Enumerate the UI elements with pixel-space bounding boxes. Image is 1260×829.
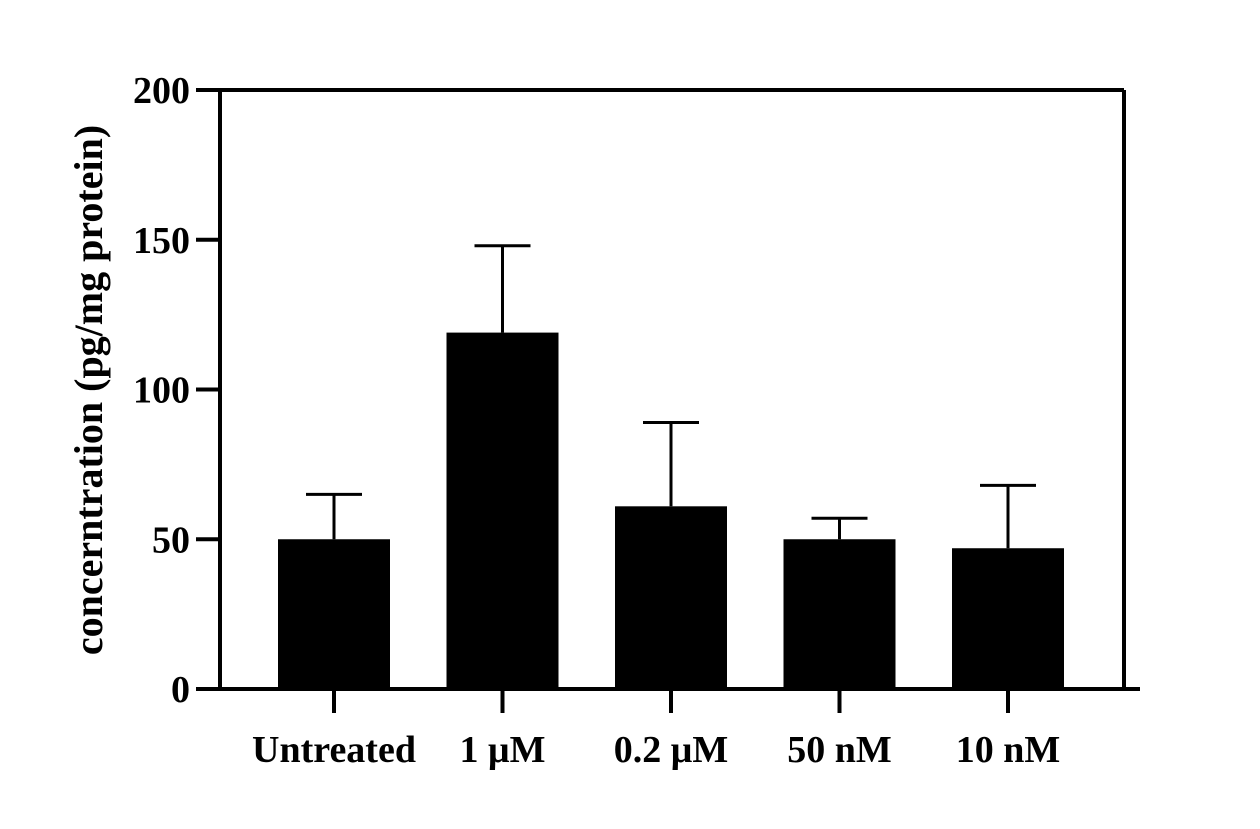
bar: [615, 506, 727, 689]
x-axis: Untreated 1 μM 0.2 μM 50 nM 10 nM: [252, 689, 1060, 771]
bars: [278, 332, 1064, 689]
x-tick-label: 0.2 μM: [614, 729, 728, 771]
y-tick-label: 100: [133, 370, 190, 412]
error-bars: [306, 244, 1036, 549]
y-tick-label: 200: [133, 70, 190, 112]
y-tick-label: 50: [152, 519, 190, 561]
bar: [952, 548, 1064, 689]
y-tick-label: 150: [133, 220, 190, 262]
bar: [783, 539, 896, 689]
bar: [278, 539, 390, 689]
x-tick-label: 10 nM: [956, 729, 1061, 771]
x-tick-label: 1 μM: [460, 729, 546, 771]
y-axis: 0 50 100 150 200: [133, 70, 220, 711]
x-tick-label: 50 nM: [787, 729, 892, 771]
bar: [446, 332, 559, 689]
y-tick-label: 0: [171, 669, 190, 711]
x-tick-label: Untreated: [252, 729, 416, 771]
y-axis-title: concerntration (pg/mg protein): [66, 125, 111, 655]
